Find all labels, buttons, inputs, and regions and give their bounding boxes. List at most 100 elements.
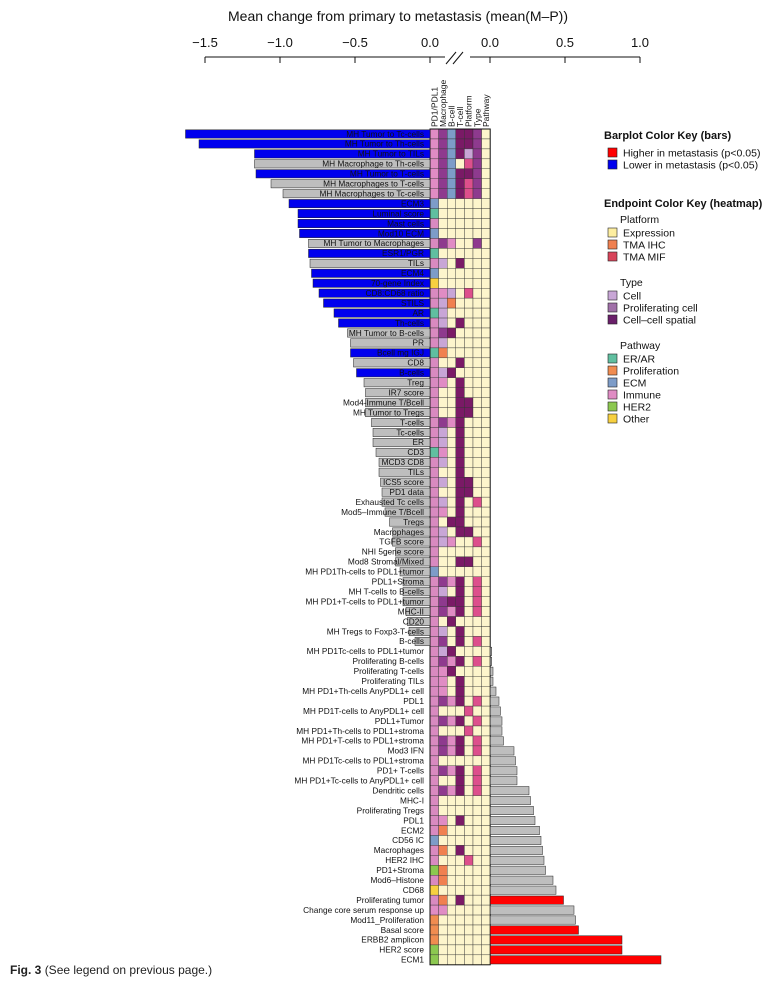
heatmap-cell (438, 437, 448, 448)
x-axis-break-mark (452, 51, 464, 65)
heatmap-cell (455, 238, 465, 249)
row-label: MH Macrophages to Tc-cells (319, 188, 424, 198)
heatmap-cell (472, 894, 482, 906)
heatmap-cell (472, 128, 482, 140)
bar (308, 239, 431, 248)
heatmap-cell (464, 268, 474, 279)
heatmap-cell (438, 407, 448, 418)
heatmap-cell (472, 805, 482, 816)
heatmap-cell (481, 307, 491, 319)
heatmap-cell (464, 377, 474, 388)
heatmap-cell (472, 347, 482, 359)
row-label: MHC-II (398, 606, 424, 616)
heatmap-cell (472, 705, 482, 717)
heatmap-cell (481, 825, 491, 836)
heatmap-cell (481, 894, 491, 906)
heatmap-cell (472, 904, 482, 916)
heatmap-cell (429, 894, 439, 906)
row-label: ECM1 (401, 955, 424, 965)
heatmap-cell (455, 457, 465, 468)
row-label: CD68 (403, 885, 425, 895)
heatmap-cell (464, 934, 474, 946)
heatmap-cell (447, 546, 457, 558)
heatmap-cell (455, 944, 465, 956)
heatmap-cell (472, 875, 482, 886)
bar (372, 438, 431, 447)
heatmap-cell (447, 805, 457, 816)
heatmap-cell (438, 516, 448, 528)
heatmap-cell (455, 427, 465, 438)
heatmap-cell (481, 596, 491, 607)
heatmap-cell (438, 496, 448, 508)
heatmap-cell (447, 337, 457, 349)
heatmap-border (429, 128, 491, 966)
heatmap-cell (481, 258, 491, 269)
heatmap-cell (472, 526, 482, 538)
row-label: ECM2 (401, 825, 424, 835)
chart-title: Mean change from primary to metastasis (… (228, 8, 568, 24)
heatmap-cell (429, 745, 439, 757)
heatmap-cell (464, 526, 474, 538)
heatmap-cell (464, 347, 474, 359)
bar (372, 428, 431, 437)
heatmap-cell (472, 835, 482, 846)
heatmap-cell (481, 447, 491, 458)
heatmap-cell (464, 248, 474, 259)
row-label: MH Tumor to T-cells (350, 169, 424, 179)
heatmap-cell (481, 218, 491, 229)
heatmap-cell (464, 755, 474, 766)
legend-swatch (607, 147, 618, 158)
bar (399, 567, 431, 577)
heatmap-cell (429, 616, 439, 627)
heatmap-cell (438, 387, 448, 398)
heatmap-cell (481, 208, 491, 219)
heatmap-column-header: Pathway (481, 94, 491, 127)
heatmap-cell (429, 765, 439, 776)
heatmap-cell (447, 715, 457, 727)
heatmap-cell (447, 656, 457, 667)
heatmap-cell (447, 457, 457, 468)
heatmap-cell (464, 885, 474, 896)
heatmap-cell (464, 128, 474, 140)
heatmap-cell (464, 258, 474, 269)
heatmap-cell (472, 914, 482, 926)
heatmap-cell (438, 268, 448, 279)
heatmap-cell (438, 377, 448, 388)
heatmap-cell (438, 297, 448, 309)
legend-swatch (607, 302, 618, 313)
heatmap-cell (464, 944, 474, 956)
heatmap-cell (438, 954, 448, 965)
heatmap-cell (429, 646, 439, 657)
heatmap-cell (438, 457, 448, 468)
row-label: 70-gene Index (371, 278, 425, 288)
heatmap-cell (472, 934, 482, 946)
bar (489, 696, 500, 706)
row-label: Treg (407, 378, 424, 388)
heatmap-cell (464, 586, 474, 597)
heatmap-cell (455, 198, 465, 209)
heatmap-cell (464, 516, 474, 528)
legend-swatch (607, 365, 618, 376)
heatmap-cell (438, 686, 448, 697)
heatmap-cell (438, 526, 448, 538)
heatmap-cell (481, 735, 491, 747)
heatmap-cell (481, 387, 491, 398)
heatmap-cell (447, 666, 457, 677)
legend-item-label: TMA IHC (623, 240, 666, 252)
heatmap-cell (447, 367, 457, 378)
row-label: MH PD1Th-cells to PDL1+tumor (305, 567, 424, 577)
heatmap-cell (455, 546, 465, 558)
heatmap-cell (438, 765, 448, 776)
x-tick-label: −0.5 (342, 35, 368, 50)
heatmap-column-headers: PD1/PDL1MacrophageB-cellT-cellPlatformTy… (429, 79, 491, 127)
heatmap-cell (464, 904, 474, 916)
heatmap-cell (429, 845, 439, 856)
heatmap-cell (472, 825, 482, 836)
heatmap-cell (481, 606, 491, 617)
heatmap-cell (472, 686, 482, 697)
heatmap-cell (455, 367, 465, 378)
bar-series (185, 129, 662, 965)
legend-swatch (607, 239, 618, 250)
heatmap-cell (447, 755, 457, 766)
heatmap-cell (472, 496, 482, 508)
